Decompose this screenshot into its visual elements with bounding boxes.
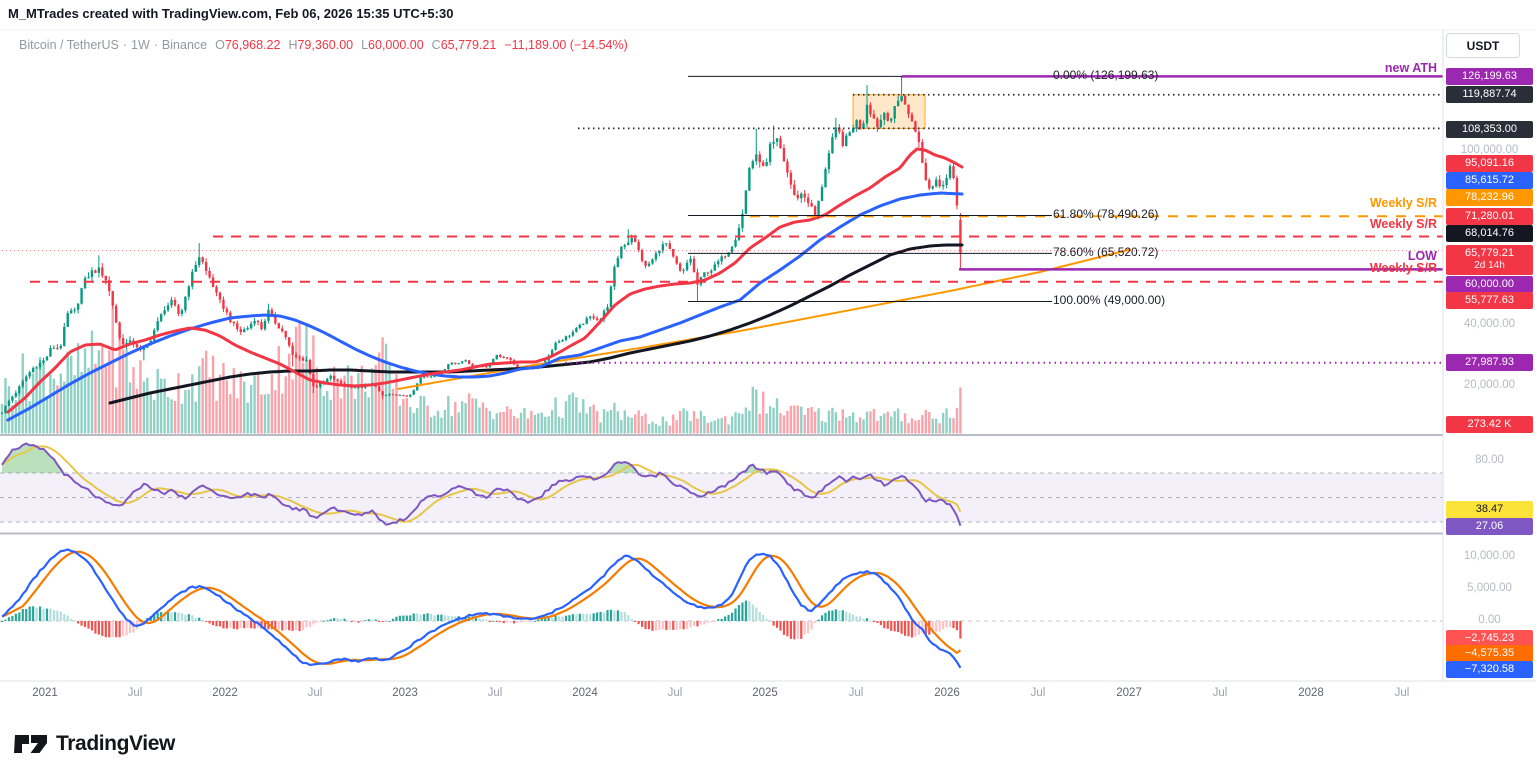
macd-line — [1, 548, 962, 669]
candlestick-series[interactable] — [0, 76, 962, 415]
currency-toggle-button[interactable]: USDT — [1446, 33, 1520, 58]
price-levels — [2, 75, 1443, 364]
macd-pane — [0, 548, 1443, 669]
rsi-overbought-fill — [2, 443, 65, 473]
close-value: 65,779.21 — [440, 38, 497, 52]
tradingview-logo-icon — [14, 735, 47, 753]
high-prefix: H — [288, 38, 298, 52]
volume-series — [0, 307, 962, 434]
tradingview-logo-text: TradingView — [56, 732, 175, 755]
rsi-ma-line — [1, 445, 962, 523]
macd-signal-line — [1, 550, 962, 665]
open-value: 76,968.22 — [224, 38, 281, 52]
low-prefix: L — [361, 38, 369, 52]
high-value: 79,360.00 — [297, 38, 354, 52]
tradingview-logo[interactable]: TradingView — [14, 730, 175, 758]
supply-zone-box — [852, 94, 926, 129]
moving-averages — [6, 147, 1131, 422]
symbol-name[interactable]: Bitcoin / TetherUS — [19, 38, 119, 52]
pane-separators — [0, 29, 1536, 682]
snapshot-attribution: M_MTrades created with TradingView.com, … — [8, 6, 454, 21]
symbol-legend[interactable]: Bitcoin / TetherUS · 1W · Binance O76,968.22 H… — [19, 38, 628, 52]
ma-21-line — [6, 147, 964, 414]
ma-50-line — [6, 191, 964, 422]
timeframe[interactable]: 1W — [131, 38, 150, 52]
change-value: −11,189.00 (−14.54%) — [504, 38, 628, 52]
exchange-name: Binance — [161, 38, 208, 52]
rsi-line — [1, 442, 962, 526]
rsi-pane — [0, 442, 1443, 526]
open-prefix: O — [215, 38, 225, 52]
close-prefix: C — [431, 38, 441, 52]
low-value: 60,000.00 — [368, 38, 424, 52]
